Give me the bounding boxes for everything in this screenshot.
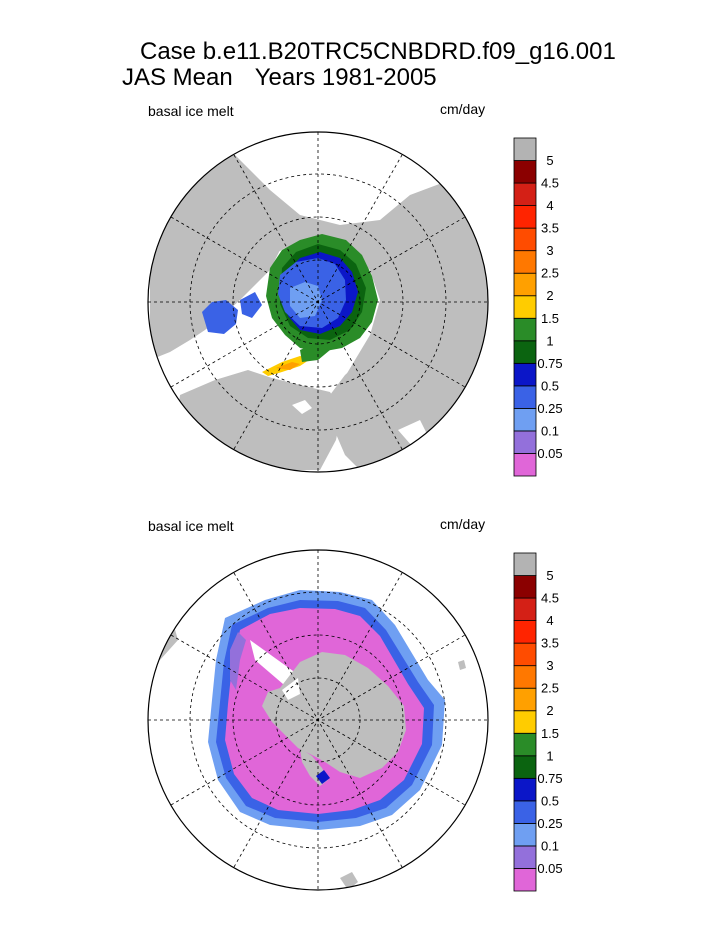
south-colorbar-label: 1.5 <box>541 726 559 741</box>
north-colorbar-label: 0.1 <box>541 423 559 438</box>
south-graticule <box>148 550 488 890</box>
north-colorbar-label: 0.75 <box>537 356 562 371</box>
north-colorbar-swatch-6 <box>513 340 537 364</box>
north-colorbar-swatch-8 <box>513 295 537 319</box>
south-colorbar-label: 4 <box>546 613 553 628</box>
north-panel-variable: basal ice melt <box>148 103 234 119</box>
north-colorbar-label: 5 <box>546 153 553 168</box>
south-panel-variable: basal ice melt <box>148 518 234 534</box>
north-land-america <box>150 200 280 360</box>
south-colorbar-label: 0.25 <box>537 816 562 831</box>
north-colorbar-label: 3 <box>546 243 553 258</box>
south-colorbar-label: 2 <box>546 703 553 718</box>
south-colorbar-swatch-4 <box>513 800 537 824</box>
north-colorbar-swatch-9 <box>513 272 537 297</box>
south-colorbar-swatch-2 <box>513 845 537 869</box>
north-colorbar-swatch-10 <box>513 250 537 274</box>
south-colorbar-swatch-9 <box>513 687 537 712</box>
north-colorbar-swatch-13 <box>513 182 537 206</box>
south-colorbar-label: 5 <box>546 568 553 583</box>
north-colorbar-swatch-3 <box>513 407 537 432</box>
south-colorbar-swatch-10 <box>513 665 537 689</box>
north-colorbar-swatch-11 <box>513 227 537 252</box>
south-colorbar-swatch-5 <box>513 777 537 802</box>
north-panel-units: cm/day <box>440 101 486 117</box>
north-colorbar-swatch-14 <box>513 160 537 184</box>
north-colorbar-label: 0.05 <box>537 446 562 461</box>
north-ice-kara-green <box>300 342 330 362</box>
north-ice-baffin <box>240 292 262 318</box>
south-colorbar-label: 1 <box>546 748 553 763</box>
south-colorbar: 0.05 0.1 0.25 0.5 0.75 1 1.5 2 2.5 3 3.5 4 4.5 5 <box>513 552 563 892</box>
figure-title-period: JAS Mean Years 1981-2005 <box>122 64 437 92</box>
south-ice-weddell-blue <box>316 770 330 784</box>
north-colorbar-swatch-7 <box>513 317 537 342</box>
north-colorbar-label: 1 <box>546 333 553 348</box>
north-land-scandinavia <box>330 360 392 420</box>
north-water-mediterranean <box>398 450 460 470</box>
south-colorbar-label: 0.75 <box>537 771 562 786</box>
south-colorbar-swatch-3 <box>513 823 537 847</box>
south-colorbar-swatch-15 <box>513 552 537 576</box>
south-colorbar-label: 4.5 <box>541 591 559 606</box>
north-colorbar-label: 1.5 <box>541 311 559 326</box>
north-land-eurasia <box>150 150 488 470</box>
south-colorbar-label: 2.5 <box>541 681 559 696</box>
south-colorbar-swatch-13 <box>513 597 537 621</box>
south-colorbar-swatch-6 <box>513 755 537 779</box>
south-colorbar-swatch-1 <box>513 868 537 892</box>
south-colorbar-label: 0.05 <box>537 861 562 876</box>
south-land-africa-tip <box>458 660 466 670</box>
figure-title-case: Case b.e11.B20TRC5CNBDRD.f09_g16.001 <box>140 38 616 65</box>
north-colorbar-label: 0.5 <box>541 378 559 393</box>
season-label: JAS Mean <box>122 64 233 91</box>
north-colorbar-swatch-15 <box>513 137 537 161</box>
south-colorbar-swatch-8 <box>513 710 537 734</box>
north-colorbar-label: 4.5 <box>541 176 559 191</box>
south-colorbar-swatch-7 <box>513 732 537 757</box>
south-colorbar-swatch-14 <box>513 575 537 599</box>
north-land-iceland <box>292 400 312 414</box>
north-graticule <box>148 132 488 472</box>
south-panel-units: cm/day <box>440 516 486 532</box>
north-ice-lightblue <box>290 282 322 318</box>
south-colorbar-label: 0.5 <box>541 793 559 808</box>
south-colorbar-label: 3 <box>546 658 553 673</box>
south-colorbar-swatch-11 <box>513 642 537 667</box>
south-ice-violet-edge <box>230 632 246 690</box>
north-colorbar-swatch-4 <box>513 385 537 409</box>
south-land-south-america <box>340 872 358 890</box>
north-ice-barents-orange <box>276 362 300 370</box>
north-ice-hudson <box>202 300 238 334</box>
north-colorbar-swatch-2 <box>513 430 537 454</box>
north-colorbar-swatch-1 <box>513 453 537 477</box>
south-colorbar-label: 3.5 <box>541 636 559 651</box>
years-label: Years 1981-2005 <box>254 64 437 91</box>
north-colorbar-label: 2 <box>546 288 553 303</box>
north-colorbar-swatch-5 <box>513 362 537 387</box>
south-map-boundary <box>147 549 489 891</box>
south-ice-ross-embayment <box>282 678 300 700</box>
north-colorbar-label: 0.25 <box>537 401 562 416</box>
north-map-boundary <box>147 131 489 473</box>
north-colorbar-label: 2.5 <box>541 266 559 281</box>
north-colorbar-swatch-12 <box>513 205 537 229</box>
south-ice-ross-open <box>250 640 300 690</box>
south-colorbar-swatch-12 <box>513 620 537 644</box>
north-colorbar: 0.05 0.1 0.25 0.5 0.75 1 1.5 2 2.5 3 3.5 4 4.5 5 <box>513 137 563 477</box>
north-polar-map <box>147 131 489 473</box>
south-colorbar-label: 0.1 <box>541 838 559 853</box>
north-colorbar-label: 3.5 <box>541 221 559 236</box>
south-polar-map <box>147 549 489 891</box>
north-colorbar-label: 4 <box>546 198 553 213</box>
